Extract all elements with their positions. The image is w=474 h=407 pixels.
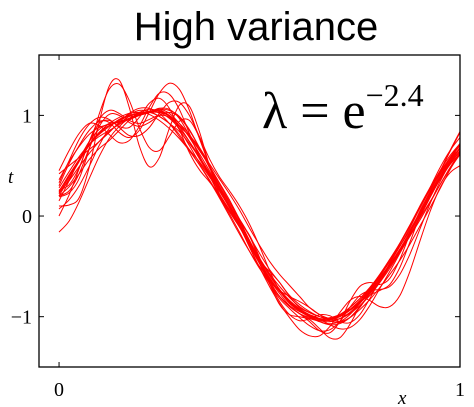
y-tick-label-3: −1 bbox=[11, 307, 32, 329]
x-tick-label-2: 1 bbox=[455, 379, 465, 401]
series-lines bbox=[58, 78, 461, 340]
plot-frame bbox=[38, 54, 461, 368]
x-tick-label-1: 0 bbox=[54, 379, 64, 401]
y-tick-label-2: 0 bbox=[22, 206, 32, 228]
y-axis-label: t bbox=[8, 167, 14, 188]
series-line-12 bbox=[58, 100, 461, 330]
series-line-20 bbox=[58, 110, 461, 320]
axis-ticks: 0 1 1 0 −1 bbox=[11, 55, 465, 401]
chart-title: High variance bbox=[134, 5, 379, 49]
y-tick-label-1: 1 bbox=[22, 105, 32, 127]
x-axis-label: x bbox=[397, 388, 407, 407]
lambda-annotation-exponent: −2.4 bbox=[366, 77, 424, 113]
lambda-annotation: λ = e−2.4 bbox=[262, 77, 424, 140]
series-line-15 bbox=[58, 78, 461, 340]
lambda-annotation-base: λ = e bbox=[262, 83, 366, 140]
